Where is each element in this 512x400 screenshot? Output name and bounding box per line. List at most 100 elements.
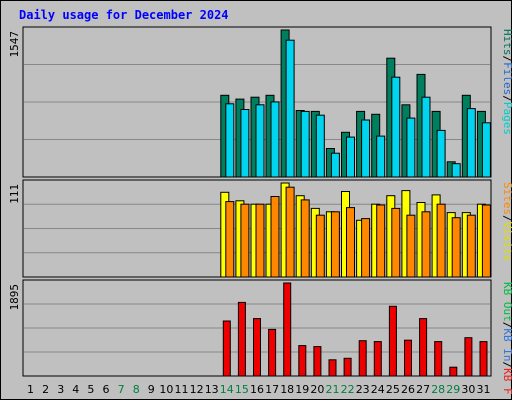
bar-kb-f (222, 320, 231, 377)
legend-item: / (501, 322, 512, 329)
bar-sites (451, 217, 461, 278)
bar-kb-f (298, 345, 307, 377)
bar-files (421, 96, 431, 178)
chart-title: Daily usage for December 2024 (19, 8, 229, 22)
day-label: 30 (461, 383, 475, 396)
bar-kb-f (358, 340, 367, 377)
bar-sites (421, 211, 431, 278)
bar-kb-f (253, 318, 261, 377)
bar-sites (285, 186, 295, 278)
bar-files (376, 135, 386, 178)
bar-sites (270, 196, 280, 278)
bar-files (361, 119, 371, 178)
legend-item: / (501, 215, 512, 222)
axis-max-label: 111 (8, 184, 21, 204)
legend: Sites/Visits (501, 182, 512, 262)
legend-item: / (501, 362, 512, 369)
day-label: 4 (72, 383, 79, 396)
day-label: 21 (326, 383, 340, 396)
legend-item: Hits (501, 29, 512, 56)
bar-files (481, 122, 491, 178)
legend-item: Sites (501, 182, 512, 215)
bar-sites (255, 203, 265, 278)
legend-item: KB Out (501, 282, 512, 322)
bar-files (270, 101, 280, 178)
bar-kb-f (464, 337, 473, 377)
day-label: 14 (220, 383, 234, 396)
axis-max-label: 1895 (8, 284, 21, 311)
day-label: 2 (42, 383, 49, 396)
day-label: 24 (371, 383, 385, 396)
day-label: 12 (190, 383, 204, 396)
bar-kb-f (237, 301, 246, 377)
bar-sites (315, 214, 325, 278)
legend-item: / (501, 95, 512, 102)
day-label: 23 (356, 383, 370, 396)
day-label: 5 (87, 383, 94, 396)
bar-files (300, 110, 310, 178)
day-label: 13 (205, 383, 219, 396)
bar-kb-f (449, 366, 458, 377)
bar-files (330, 152, 340, 178)
day-label: 20 (310, 383, 324, 396)
bar-kb-f (268, 328, 277, 377)
bar-sites (391, 207, 401, 278)
bar-kb-f (313, 346, 322, 377)
bar-files (225, 103, 235, 178)
bar-kb-f (388, 305, 397, 377)
day-label: 31 (477, 383, 491, 396)
day-label: 15 (235, 383, 249, 396)
day-label: 26 (401, 383, 415, 396)
bar-files (315, 114, 325, 178)
legend-item: Pages (501, 102, 512, 135)
legend-item: KB F (501, 368, 512, 395)
bar-files (406, 117, 416, 178)
bar-kb-f (404, 339, 412, 377)
bar-sites (481, 204, 491, 278)
bar-kb-f (373, 341, 382, 377)
day-label: 25 (386, 383, 400, 396)
bar-kb-f (419, 318, 428, 377)
day-label: 11 (175, 383, 189, 396)
bar-sites (225, 201, 235, 278)
day-label: 10 (159, 383, 173, 396)
bar-sites (376, 204, 386, 278)
bar-files (451, 163, 461, 178)
day-label: 16 (250, 383, 264, 396)
day-label: 22 (341, 383, 355, 396)
bar-kb-f (328, 359, 337, 377)
day-label: 29 (446, 383, 460, 396)
bar-files (240, 109, 250, 178)
day-label: 9 (148, 383, 155, 396)
bar-sites (406, 214, 416, 278)
legend-item: / (501, 56, 512, 63)
bar-sites (330, 211, 340, 278)
day-label: 7 (118, 383, 125, 396)
bar-sites (300, 199, 310, 278)
bar-files (436, 129, 446, 178)
bar-sites (436, 203, 446, 278)
legend: Hits/Files/Pages (501, 29, 512, 135)
bar-files (255, 104, 265, 178)
day-label: 8 (133, 383, 140, 396)
bar-files (285, 39, 295, 178)
legend-item: Visits (501, 222, 512, 262)
bar-sites (346, 207, 355, 278)
legend-item: KB In (501, 328, 512, 361)
panel-visits-sites: 111 Sites/Visits (8, 179, 512, 278)
day-label: 28 (431, 383, 445, 396)
legend-item: Files (501, 62, 512, 95)
axis-max-label: 1547 (8, 31, 21, 58)
bar-files (391, 76, 401, 178)
day-label: 17 (265, 383, 279, 396)
bar-kb-f (343, 357, 352, 377)
bar-sites (361, 218, 371, 278)
day-label: 3 (57, 383, 64, 396)
bar-files (346, 136, 355, 178)
day-label: 1 (27, 383, 34, 396)
day-label: 19 (295, 383, 309, 396)
day-label: 6 (103, 383, 110, 396)
